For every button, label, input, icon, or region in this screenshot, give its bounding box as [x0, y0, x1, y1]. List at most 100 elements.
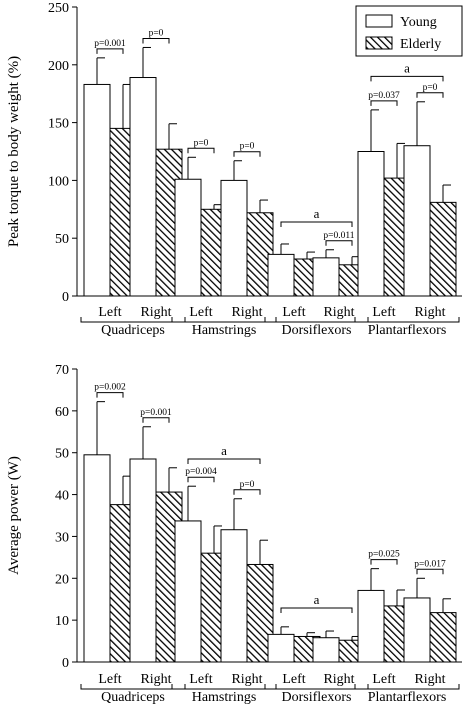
- y-tick-label: 0: [62, 290, 69, 305]
- bar-young: [83, 454, 111, 663]
- pvalue-bracket: [187, 147, 215, 154]
- bar-young: [129, 458, 157, 663]
- y-tick-label: 0: [62, 656, 69, 671]
- significance-bracket: [370, 75, 444, 82]
- side-label-left: Left: [372, 305, 395, 320]
- group-label: Hamstrings: [192, 323, 257, 338]
- pvalue-bracket: [96, 392, 124, 398]
- side-label-right: Right: [414, 672, 445, 687]
- legend-swatch-elderly: [365, 36, 393, 50]
- torque-chart: 0 50 100 150 200 250 Peak torque to body weigh…: [6, 1, 462, 338]
- side-label-right: Right: [231, 672, 262, 687]
- side-label-left: Left: [282, 305, 305, 320]
- bar-young: [129, 77, 157, 297]
- group-label: Dorsiflexors: [282, 323, 352, 338]
- bar-young: [174, 178, 202, 297]
- bar-elderly: [429, 612, 457, 663]
- pvalue-bracket: [233, 151, 261, 157]
- bar-young: [174, 520, 202, 663]
- pvalue-label: p=0: [423, 83, 438, 93]
- group-bracket: [264, 684, 369, 690]
- pvalue-bracket: [325, 240, 353, 246]
- legend: Young Elderly: [355, 5, 463, 57]
- pvalue-label: p=0.025: [368, 550, 400, 560]
- significance-bracket: [187, 458, 261, 464]
- pvalue-label: p=0.001: [94, 39, 126, 49]
- side-label-left: Left: [372, 672, 395, 687]
- y-tick-label: 20: [55, 572, 69, 587]
- pvalue-bracket: [370, 100, 398, 106]
- pvalue-label: p=0.004: [185, 467, 217, 477]
- power-chart: 0 10 20 30 40 50 60 70 Average power (W) p=0.002 p…: [6, 363, 462, 705]
- group-bracket: [354, 317, 460, 323]
- pvalue-label: p=0.017: [414, 559, 446, 569]
- group-bracket: [171, 684, 277, 690]
- group-bracket: [80, 317, 186, 323]
- side-label-right: Right: [140, 672, 171, 687]
- side-label-left: Left: [98, 305, 121, 320]
- pvalue-label: p=0: [240, 480, 255, 490]
- bar-young: [312, 637, 340, 663]
- group-label: Quadriceps: [101, 690, 165, 705]
- y-axis-label: Average power (W): [6, 456, 22, 575]
- bar-young: [357, 589, 385, 663]
- group-label: Hamstrings: [192, 690, 257, 705]
- side-label-right: Right: [323, 305, 354, 320]
- side-label-right: Right: [414, 305, 445, 320]
- bar-young: [83, 83, 111, 297]
- pvalue-label: p=0: [149, 28, 164, 38]
- bar-young: [312, 257, 340, 297]
- y-tick-label: 40: [55, 489, 69, 504]
- side-label-right: Right: [231, 305, 262, 320]
- bar-young: [403, 597, 431, 663]
- group-label: Plantarflexors: [368, 690, 447, 705]
- group-bracket: [80, 684, 186, 690]
- y-tick-label: 70: [55, 363, 69, 378]
- y-tick-label: 150: [48, 117, 69, 132]
- pvalue-bracket: [187, 476, 215, 483]
- pvalue-bracket: [416, 568, 444, 575]
- side-label-right: Right: [140, 305, 171, 320]
- pvalue-bracket: [96, 48, 124, 54]
- y-tick-label: 60: [55, 405, 69, 420]
- group-label: Dorsiflexors: [282, 690, 352, 705]
- bar-young: [220, 179, 248, 297]
- pvalue-bracket: [233, 489, 261, 495]
- significance-label: a: [221, 443, 227, 458]
- group-bracket: [264, 317, 369, 323]
- pvalue-label: p=0: [194, 138, 209, 148]
- y-tick-label: 200: [48, 59, 69, 74]
- y-axis-label: Peak torque to body weight (%): [6, 56, 22, 247]
- legend-label-young: Young: [400, 15, 437, 30]
- bar-young: [357, 151, 385, 297]
- group-bracket: [171, 317, 277, 323]
- legend-label-elderly: Elderly: [400, 37, 441, 52]
- y-tick-label: 30: [55, 530, 69, 545]
- bar-young: [267, 253, 295, 297]
- group-label: Plantarflexors: [368, 323, 447, 338]
- pvalue-bracket: [142, 417, 170, 423]
- pvalue-label: p=0.001: [140, 408, 172, 418]
- bar-young: [220, 529, 248, 663]
- legend-swatch-young: [365, 14, 393, 28]
- pvalue-bracket: [416, 92, 444, 98]
- pvalue-bracket: [370, 559, 398, 565]
- side-label-left: Left: [282, 672, 305, 687]
- y-tick-label: 250: [48, 1, 69, 16]
- side-label-right: Right: [323, 672, 354, 687]
- significance-bracket: [280, 221, 353, 228]
- significance-label: a: [404, 60, 410, 75]
- group-label: Quadriceps: [101, 323, 165, 338]
- significance-label: a: [314, 206, 320, 221]
- y-tick-label: 100: [48, 174, 69, 189]
- bar-young: [403, 145, 431, 297]
- pvalue-label: p=0.037: [368, 91, 400, 101]
- pvalue-label: p=0.002: [94, 383, 126, 393]
- side-label-left: Left: [189, 305, 212, 320]
- significance-bracket: [280, 607, 353, 614]
- y-tick-label: 50: [55, 447, 69, 462]
- group-bracket: [354, 684, 460, 690]
- side-label-left: Left: [189, 672, 212, 687]
- pvalue-bracket: [142, 37, 170, 44]
